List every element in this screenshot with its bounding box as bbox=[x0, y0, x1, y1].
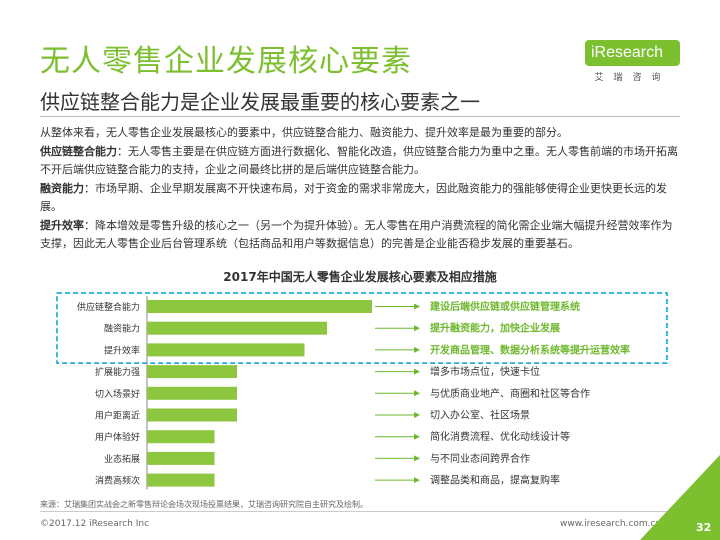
source-note: 来源：艾瑞集团实战会之新零售辩论会场次现场投票结果，艾瑞咨询研究院自主研究及绘制… bbox=[40, 500, 368, 509]
arrow-head bbox=[414, 433, 420, 440]
arrow-head bbox=[414, 390, 420, 397]
arrow-head bbox=[414, 477, 420, 484]
page-subtitle: 供应链整合能力是企业发展最重要的核心要素之一 bbox=[40, 90, 480, 114]
measure-text: 切入办公室、社区场景 bbox=[430, 409, 530, 422]
category-label: 提升效率 bbox=[104, 344, 140, 356]
page-number: 32 bbox=[696, 521, 712, 534]
bar bbox=[147, 343, 305, 357]
arrow-head bbox=[414, 346, 420, 353]
label-financing: 融资能力 bbox=[40, 181, 84, 195]
measure-text: 与不同业态间跨界合作 bbox=[430, 452, 530, 465]
bar bbox=[147, 321, 327, 335]
measure-text: 建设后端供应链或供应链管理系统 bbox=[429, 300, 580, 313]
paragraph-efficiency: 提升效率：降本增效是零售升级的核心之一（另一个为提升体验）。无人零售在用户消费流… bbox=[40, 217, 680, 254]
measure-text: 与优质商业地产、商圈和社区等合作 bbox=[430, 387, 590, 400]
text-financing: ：市场早期、企业早期发展离不开快速布局，对于资金的需求非常庞大，因此融资能力的强… bbox=[40, 181, 667, 214]
arrow-head bbox=[414, 455, 420, 462]
label-efficiency: 提升效率 bbox=[40, 218, 84, 232]
website-link[interactable]: www.iresearch.com.cn bbox=[560, 519, 662, 529]
arrow-head bbox=[414, 412, 420, 418]
bar bbox=[147, 386, 237, 400]
corner-decoration bbox=[640, 455, 720, 540]
category-label: 切入场景好 bbox=[95, 388, 140, 400]
bar bbox=[147, 408, 237, 422]
measure-text: 简化消费流程、优化动线设计等 bbox=[430, 430, 570, 443]
footer-divider bbox=[40, 511, 680, 512]
paragraph-financing: 融资能力：市场早期、企业早期发展离不开快速布局，对于资金的需求非常庞大，因此融资… bbox=[40, 180, 680, 217]
measure-text: 调整品类和商品，提高复购率 bbox=[430, 474, 560, 487]
header-divider bbox=[40, 116, 680, 117]
label-supply-chain: 供应链整合能力 bbox=[40, 144, 117, 158]
bar bbox=[147, 300, 372, 313]
bar bbox=[147, 365, 237, 379]
category-label: 融资能力 bbox=[104, 323, 140, 335]
logo-text: iResearch bbox=[585, 40, 680, 66]
measure-text: 开发商品管理、数据分析系统等提升运营效率 bbox=[430, 343, 630, 356]
measure-text: 提升融资能力，加快企业发展 bbox=[430, 322, 560, 335]
body-text: 从整体来看，无人零售企业发展最核心的要素中，供应链整合能力、融资能力、提升效率是… bbox=[40, 124, 680, 254]
logo-cn: 艾瑞咨询 bbox=[594, 73, 671, 83]
intro-paragraph: 从整体来看，无人零售企业发展最核心的要素中，供应链整合能力、融资能力、提升效率是… bbox=[40, 126, 568, 139]
copyright: ©2017.12 iResearch Inc bbox=[40, 519, 150, 529]
category-label: 用户体验好 bbox=[95, 431, 140, 443]
category-label: 扩展能力强 bbox=[95, 366, 140, 378]
category-label: 用户距离近 bbox=[95, 410, 140, 422]
chart-title: 2017年中国无人零售企业发展核心要素及相应措施 bbox=[223, 270, 497, 284]
category-label: 供应链整合能力 bbox=[77, 301, 140, 313]
arrow-head bbox=[414, 325, 420, 332]
highlight-box bbox=[56, 292, 668, 364]
measure-text: 增多市场点位，快速卡位 bbox=[430, 365, 540, 378]
bar bbox=[147, 473, 215, 487]
bar bbox=[147, 451, 215, 465]
arrow-head bbox=[414, 368, 420, 375]
paragraph-supply-chain: 供应链整合能力：无人零售主要是在供应链方面进行数据化、智能化改造，供应链整合能力… bbox=[40, 143, 680, 180]
arrow-head bbox=[414, 303, 420, 310]
text-efficiency: ：降本增效是零售升级的核心之一（另一个为提升体验）。无人零售在用户消费流程的简化… bbox=[40, 218, 673, 251]
category-label: 业态拓展 bbox=[104, 453, 140, 465]
category-label: 消费高频次 bbox=[95, 475, 140, 487]
iresearch-logo: iResearch 艾瑞咨询 bbox=[585, 40, 680, 85]
bar bbox=[147, 430, 215, 444]
text-supply-chain: ：无人零售主要是在供应链方面进行数据化、智能化改造，供应链整合能力为重中之重。无… bbox=[40, 144, 678, 177]
page-title: 无人零售企业发展核心要素 bbox=[40, 44, 412, 79]
